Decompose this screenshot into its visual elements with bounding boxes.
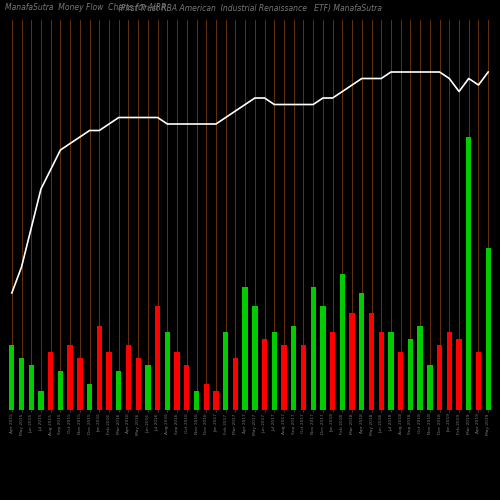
Bar (330, 332, 336, 410)
Bar (38, 390, 44, 410)
Bar (194, 390, 199, 410)
Text: (First Trust RBA American  Industrial Renaissance   ETF) ManafaSutra: (First Trust RBA American Industrial Ren… (118, 4, 382, 13)
Bar (116, 371, 121, 410)
Bar (408, 338, 413, 410)
Bar (359, 293, 364, 410)
Bar (106, 352, 112, 410)
Bar (398, 352, 404, 410)
Bar (87, 384, 92, 410)
Bar (456, 338, 462, 410)
Bar (48, 352, 54, 410)
Bar (310, 286, 316, 410)
Bar (155, 306, 160, 410)
Bar (126, 345, 131, 410)
Bar (77, 358, 82, 410)
Bar (291, 326, 296, 410)
Bar (272, 332, 277, 410)
Text: ManafaSutra  Money Flow  Charts for AIRR: ManafaSutra Money Flow Charts for AIRR (5, 4, 166, 13)
Bar (174, 352, 180, 410)
Bar (96, 326, 102, 410)
Bar (350, 312, 355, 410)
Bar (223, 332, 228, 410)
Bar (9, 345, 15, 410)
Bar (68, 345, 73, 410)
Bar (28, 364, 34, 410)
Bar (184, 364, 190, 410)
Bar (214, 390, 218, 410)
Bar (262, 338, 268, 410)
Bar (301, 345, 306, 410)
Bar (388, 332, 394, 410)
Bar (369, 312, 374, 410)
Bar (466, 137, 471, 410)
Bar (204, 384, 209, 410)
Bar (58, 371, 63, 410)
Bar (437, 345, 442, 410)
Bar (340, 274, 345, 410)
Bar (19, 358, 24, 410)
Bar (427, 364, 432, 410)
Bar (418, 326, 423, 410)
Bar (252, 306, 258, 410)
Bar (136, 358, 141, 410)
Bar (232, 358, 238, 410)
Bar (446, 332, 452, 410)
Bar (320, 306, 326, 410)
Bar (378, 332, 384, 410)
Bar (282, 345, 286, 410)
Bar (486, 248, 491, 410)
Bar (145, 364, 150, 410)
Bar (164, 332, 170, 410)
Bar (242, 286, 248, 410)
Bar (476, 352, 481, 410)
